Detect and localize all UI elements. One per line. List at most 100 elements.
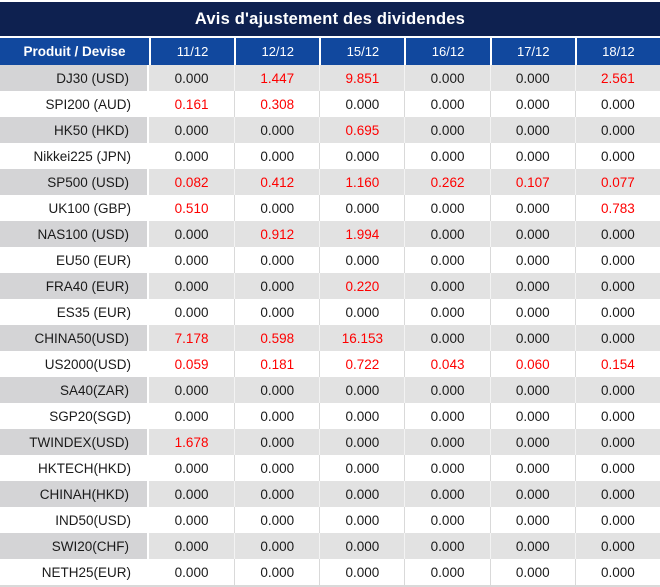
value-cell: 0.181	[234, 351, 319, 377]
value-cell: 0.000	[404, 507, 489, 533]
value-cell: 0.412	[234, 169, 320, 195]
value-cell: 0.000	[234, 273, 320, 299]
value-cell: 0.000	[319, 299, 404, 325]
value-cell: 0.000	[319, 533, 405, 559]
value-cell: 0.000	[174, 564, 209, 580]
date-header-cell: 17/12	[489, 38, 575, 65]
value-cell: 0.000	[234, 377, 320, 403]
value-cell: 0.000	[574, 221, 660, 247]
product-cell: UK100 (GBP)	[48, 200, 131, 216]
value-cell: 0.000	[319, 507, 404, 533]
table-row: Nikkei225 (JPN) 0.000 0.000 0.000 0.000 0.000…	[0, 143, 660, 169]
value-cell: 0.000	[404, 429, 490, 455]
value-cell: 0.000	[319, 247, 404, 273]
value-cell: 0.000	[404, 195, 489, 221]
value-cell: 0.000	[489, 455, 575, 481]
value-cell: 0.000	[234, 455, 319, 481]
value-cell: 0.000	[404, 143, 489, 169]
value-cell: 0.000	[174, 512, 209, 528]
value-cell: 0.000	[404, 117, 490, 143]
value-cell: 0.059	[174, 356, 209, 372]
table-row: CHINAH(HKD) 0.000 0.000 0.000 0.000 0.000 0.00…	[0, 481, 660, 507]
value-cell: 0.000	[404, 221, 490, 247]
value-cell: 0.000	[404, 481, 490, 507]
product-cell: DJ30 (USD)	[0, 65, 149, 91]
value-cell: 0.000	[574, 455, 660, 481]
value-cell: 0.000	[489, 533, 575, 559]
table-row: CHINA50(USD) 7.178 0.598 16.153 0.000 0.000 0.…	[0, 325, 660, 351]
value-cell: 0.000	[149, 273, 235, 299]
value-cell: 1.994	[319, 221, 405, 247]
value-cell: 0.000	[574, 481, 660, 507]
value-cell: 0.000	[574, 325, 660, 351]
product-cell: SPI200 (AUD)	[45, 96, 131, 112]
value-cell: 0.000	[149, 481, 235, 507]
value-cell: 0.060	[489, 351, 575, 377]
value-cell: 0.000	[489, 481, 575, 507]
value-cell: 0.598	[234, 325, 320, 351]
table-row: HKTECH(HKD) 0.000 0.000 0.000 0.000 0.000 0.00…	[0, 455, 660, 481]
value-cell: 0.000	[489, 143, 575, 169]
table-row: SPI200 (AUD) 0.161 0.308 0.000 0.000 0.000 0.0…	[0, 91, 660, 117]
value-cell: 0.000	[234, 481, 320, 507]
product-cell: SP500 (USD)	[0, 169, 149, 195]
table-row: FRA40 (EUR) 0.000 0.000 0.220 0.000 0.000 0.00…	[0, 273, 660, 299]
value-cell: 0.000	[404, 273, 490, 299]
product-header-cell: Produit / Devise	[23, 44, 126, 59]
value-cell: 0.000	[489, 117, 575, 143]
table-row: ES35 (EUR) 0.000 0.000 0.000 0.000 0.000 0.000	[0, 299, 660, 325]
table-row: DJ30 (USD) 0.000 1.447 9.851 0.000 0.000 2.561	[0, 65, 660, 91]
value-cell: 0.000	[319, 195, 404, 221]
value-cell: 0.000	[574, 91, 660, 117]
date-header-cell: 12/12	[234, 38, 319, 65]
value-cell: 0.000	[149, 117, 235, 143]
product-cell: TWINDEX(USD)	[0, 429, 149, 455]
value-cell: 0.000	[404, 403, 489, 429]
value-cell: 16.153	[319, 325, 405, 351]
value-cell: 0.082	[149, 169, 235, 195]
table-row: SWI20(CHF) 0.000 0.000 0.000 0.000 0.000 0.000	[0, 533, 660, 559]
product-cell: Nikkei225 (JPN)	[33, 148, 131, 164]
value-cell: 0.308	[234, 91, 319, 117]
value-cell: 0.000	[319, 481, 405, 507]
value-cell: 0.000	[574, 247, 660, 273]
value-cell: 0.000	[574, 377, 660, 403]
value-cell: 0.000	[574, 429, 660, 455]
value-cell: 7.178	[149, 325, 235, 351]
product-cell: HK50 (HKD)	[0, 117, 149, 143]
value-cell: 0.000	[404, 247, 489, 273]
table-body: DJ30 (USD) 0.000 1.447 9.851 0.000 0.000 2.561…	[0, 65, 660, 585]
value-cell: 0.000	[489, 403, 575, 429]
value-cell: 0.000	[574, 143, 660, 169]
table-row: SA40(ZAR) 0.000 0.000 0.000 0.000 0.000 0.000	[0, 377, 660, 403]
value-cell: 0.000	[319, 377, 405, 403]
value-cell: 0.000	[174, 408, 209, 424]
value-cell: 0.722	[319, 351, 404, 377]
value-cell: 0.262	[404, 169, 490, 195]
value-cell: 0.000	[574, 507, 660, 533]
value-cell: 0.000	[319, 91, 404, 117]
value-cell: 2.561	[574, 65, 660, 91]
value-cell: 0.000	[319, 403, 404, 429]
value-cell: 0.000	[234, 195, 319, 221]
value-cell: 0.000	[489, 559, 575, 585]
value-cell: 0.510	[174, 200, 209, 216]
value-cell: 0.000	[489, 507, 575, 533]
value-cell: 0.000	[489, 377, 575, 403]
date-header-cell: 11/12	[149, 38, 234, 65]
value-cell: 0.000	[319, 455, 404, 481]
value-cell: 0.000	[574, 273, 660, 299]
table-row: TWINDEX(USD) 1.678 0.000 0.000 0.000 0.000 0.0…	[0, 429, 660, 455]
value-cell: 9.851	[319, 65, 405, 91]
value-cell: 0.000	[489, 91, 575, 117]
value-cell: 0.000	[234, 143, 319, 169]
value-cell: 0.000	[574, 403, 660, 429]
table-row: NAS100 (USD) 0.000 0.912 1.994 0.000 0.000 0.0…	[0, 221, 660, 247]
value-cell: 0.000	[234, 559, 319, 585]
value-cell: 1.447	[234, 65, 320, 91]
product-cell: HKTECH(HKD)	[38, 460, 131, 476]
value-cell: 0.000	[319, 559, 404, 585]
value-cell: 0.000	[489, 325, 575, 351]
value-cell: 0.154	[574, 351, 660, 377]
